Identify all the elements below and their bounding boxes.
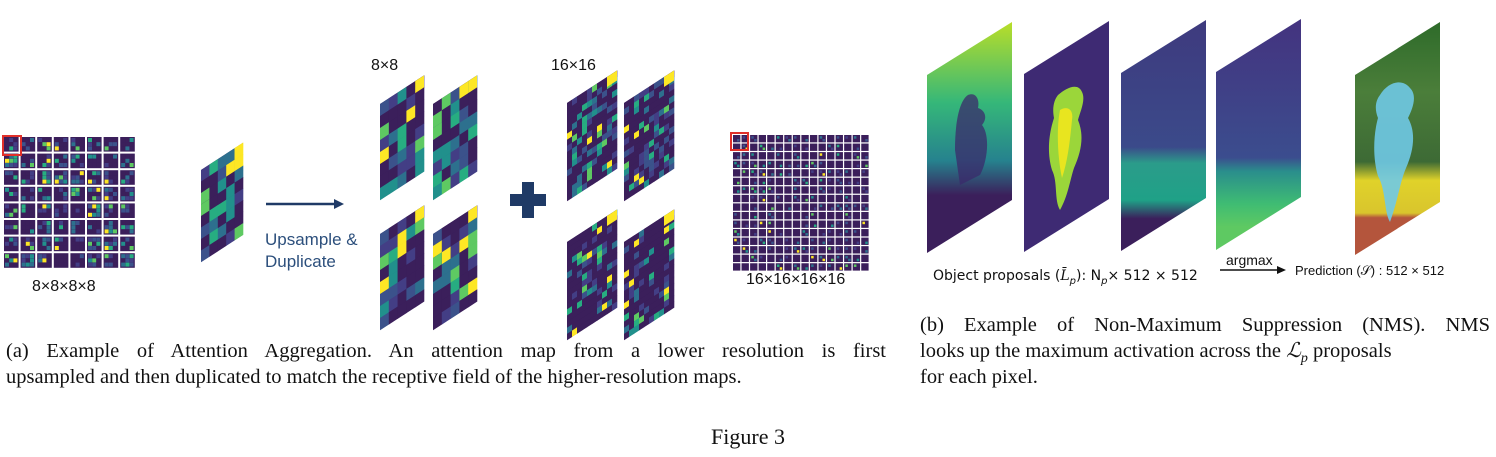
upsample-label-line2: Duplicate <box>265 252 336 271</box>
prediction-image <box>1355 22 1440 255</box>
object-proposals-label: Object proposals (L̄p): Np× 512 × 512 <box>933 268 1198 287</box>
object-proposal-1 <box>927 22 1012 253</box>
high-res-16x16-maps <box>567 70 675 341</box>
caption-b-line1: (b) Example of Non-Maximum Suppression (… <box>920 314 1490 336</box>
attention-grid-8x8 <box>4 137 135 268</box>
upsample-arrow <box>266 199 344 209</box>
object-proposal-4 <box>1216 19 1301 250</box>
output-highlight-box <box>730 132 749 151</box>
object-proposal-3 <box>1121 20 1206 251</box>
output-dimension-label: 16×16×16×16 <box>746 271 846 288</box>
output-grid-16x16 <box>733 135 869 271</box>
plus-icon <box>510 182 546 218</box>
caption-b-line3: for each pixel. <box>920 366 1038 388</box>
argmax-arrow <box>1220 266 1286 274</box>
upsample-label: Upsample & Duplicate <box>265 229 358 273</box>
object-proposal-2 <box>1024 21 1109 252</box>
argmax-label: argmax <box>1226 252 1273 268</box>
caption-a-line1: (a) Example of Attention Aggregation. An… <box>6 340 886 362</box>
grid-dimension-label: 8×8×8×8 <box>32 278 96 295</box>
label-16x16: 16×16 <box>551 57 596 74</box>
label-8x8: 8×8 <box>371 57 399 74</box>
prediction-label: Prediction (𝒮) : 512 × 512 <box>1295 263 1445 278</box>
duplicated-8x8-maps <box>380 75 478 331</box>
figure-caption: Figure 3 <box>711 424 785 449</box>
caption-b-line2: looks up the maximum activation across t… <box>920 340 1392 367</box>
highlight-box <box>2 135 22 156</box>
caption-a-line2: upsampled and then duplicated to match t… <box>6 366 742 388</box>
low-res-attention-map <box>201 142 244 263</box>
upsample-label-line1: Upsample & <box>265 230 358 249</box>
